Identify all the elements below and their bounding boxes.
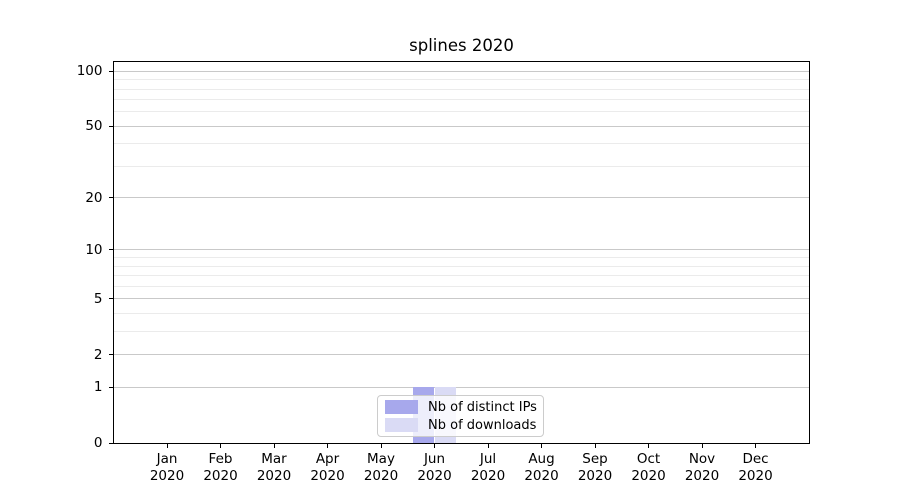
x-tick-label-month: Feb (208, 451, 233, 467)
x-tick-label-year: 2020 (417, 468, 452, 484)
y-tick (108, 354, 113, 355)
x-tick (273, 443, 275, 448)
x-tick-label-month: Jun (423, 451, 446, 467)
x-tick (701, 443, 703, 448)
legend-label-downloads: Nb of downloads (428, 417, 537, 433)
x-tick (755, 443, 756, 448)
y-tick-label: 50 (85, 118, 103, 135)
x-tick-label-year: 2020 (310, 468, 345, 484)
x-tick-label: May 2020 (353, 451, 409, 485)
y-tick-label: 5 (93, 290, 103, 307)
y-tick (108, 386, 113, 388)
x-tick-label-year: 2020 (203, 468, 238, 484)
y-grid-minor (113, 257, 809, 259)
y-tick-label: 0 (93, 435, 103, 451)
y-grid-minor (113, 165, 809, 167)
x-tick (327, 443, 328, 448)
x-tick-label-month: Oct (636, 451, 661, 467)
x-tick-label-year: 2020 (470, 468, 506, 484)
y-tick (108, 125, 113, 127)
y-grid-major (113, 249, 809, 251)
y-tick (108, 197, 113, 199)
y-tick (108, 249, 113, 251)
y-grid-major (113, 386, 809, 388)
legend: Nb of distinct IPs Nb of downloads (377, 395, 544, 437)
y-grid-major (113, 197, 809, 199)
legend-swatch-downloads (385, 418, 418, 432)
x-tick-label-year: 2020 (256, 468, 292, 484)
y-grid-major (113, 70, 809, 72)
y-tick-label: 100 (76, 63, 103, 80)
chart-title: splines 2020 (409, 36, 514, 55)
x-tick (648, 443, 649, 448)
x-tick (380, 443, 382, 448)
y-grid-major (113, 298, 809, 300)
x-tick-label-month: Dec (742, 451, 769, 467)
x-tick-label-year: 2020 (149, 468, 185, 484)
y-grid-minor (113, 99, 809, 101)
x-tick-label-year: 2020 (524, 468, 559, 484)
x-tick (434, 443, 435, 448)
x-tick-label: Jan 2020 (139, 451, 195, 485)
y-tick (108, 442, 113, 444)
y-tick-label: 20 (85, 189, 103, 206)
y-tick (108, 70, 113, 72)
legend-swatch-distinct-ips (385, 400, 418, 414)
x-tick-label: Mar 2020 (246, 451, 302, 485)
x-tick-label-month: Sep (582, 451, 608, 467)
x-tick-label: Sep 2020 (567, 451, 623, 485)
x-tick-label-month: May (367, 451, 395, 467)
x-tick-label-month: Mar (261, 451, 287, 467)
y-tick-label: 2 (93, 346, 103, 363)
y-grid-minor (113, 312, 809, 314)
x-tick-label-month: Aug (528, 451, 555, 467)
x-tick-label: Dec 2020 (728, 451, 784, 485)
x-tick-label-month: Jan (156, 451, 178, 467)
x-tick-label-year: 2020 (363, 468, 399, 484)
y-grid-minor (113, 79, 809, 81)
x-tick (220, 443, 221, 448)
y-grid-minor (113, 285, 809, 287)
x-tick-label: Apr 2020 (300, 451, 356, 485)
x-tick-label: Oct 2020 (621, 451, 677, 485)
x-tick-label: Nov 2020 (674, 451, 730, 485)
plot-area (112, 60, 810, 444)
x-tick-label-month: Apr (315, 451, 340, 467)
legend-row: Nb of downloads (385, 418, 543, 433)
y-tick-label: 1 (93, 379, 103, 396)
x-tick (487, 443, 489, 448)
x-tick-label: Jun 2020 (407, 451, 463, 485)
y-grid-major (113, 354, 809, 355)
y-grid-minor (113, 330, 809, 332)
y-grid-minor (113, 88, 809, 90)
x-tick (541, 443, 542, 448)
y-grid-minor (113, 275, 809, 276)
x-tick-label-year: 2020 (631, 468, 666, 484)
x-tick-label: Aug 2020 (514, 451, 570, 485)
x-tick (166, 443, 168, 448)
x-tick-label-year: 2020 (577, 468, 613, 484)
x-tick-label-month: Nov (688, 451, 716, 467)
x-tick (594, 443, 596, 448)
y-grid-minor (113, 143, 809, 145)
legend-row: Nb of distinct IPs (385, 400, 543, 415)
y-tick-label: 10 (85, 241, 103, 258)
y-grid-minor (113, 265, 809, 267)
x-tick-label-year: 2020 (738, 468, 773, 484)
y-grid-major (113, 125, 809, 127)
x-tick-label: Jul 2020 (460, 451, 516, 485)
x-tick-label-year: 2020 (684, 468, 720, 484)
y-tick (108, 298, 113, 300)
x-tick-label: Feb 2020 (193, 451, 249, 485)
legend-label-distinct-ips: Nb of distinct IPs (428, 399, 537, 415)
x-tick-label-month: Jul (479, 451, 497, 467)
y-grid-minor (113, 111, 809, 113)
